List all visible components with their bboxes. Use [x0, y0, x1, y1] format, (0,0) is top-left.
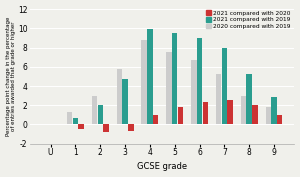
Bar: [153, 115, 158, 124]
Y-axis label: Percentage point change in the percentage
of entries awarded that grade or highe: Percentage point change in the percentag…: [6, 17, 16, 136]
Bar: [128, 124, 134, 131]
Bar: [252, 105, 258, 124]
Bar: [172, 33, 177, 124]
Bar: [117, 69, 122, 124]
Bar: [246, 73, 252, 124]
Bar: [271, 97, 277, 124]
Bar: [98, 105, 103, 124]
Bar: [216, 73, 221, 124]
Bar: [67, 112, 72, 124]
Bar: [178, 107, 183, 124]
Bar: [166, 52, 172, 124]
Bar: [222, 48, 227, 124]
X-axis label: GCSE grade: GCSE grade: [137, 162, 188, 172]
Bar: [73, 118, 78, 124]
Bar: [277, 115, 282, 124]
Bar: [122, 79, 128, 124]
Bar: [147, 29, 153, 124]
Bar: [78, 124, 84, 129]
Bar: [103, 124, 109, 132]
Bar: [191, 60, 196, 124]
Bar: [92, 96, 97, 124]
Bar: [266, 107, 271, 124]
Legend: 2021 compared with 2020, 2021 compared with 2019, 2020 compared with 2019: 2021 compared with 2020, 2021 compared w…: [205, 9, 292, 30]
Bar: [202, 102, 208, 124]
Bar: [227, 100, 233, 124]
Bar: [141, 40, 147, 124]
Bar: [241, 96, 246, 124]
Bar: [197, 38, 202, 124]
